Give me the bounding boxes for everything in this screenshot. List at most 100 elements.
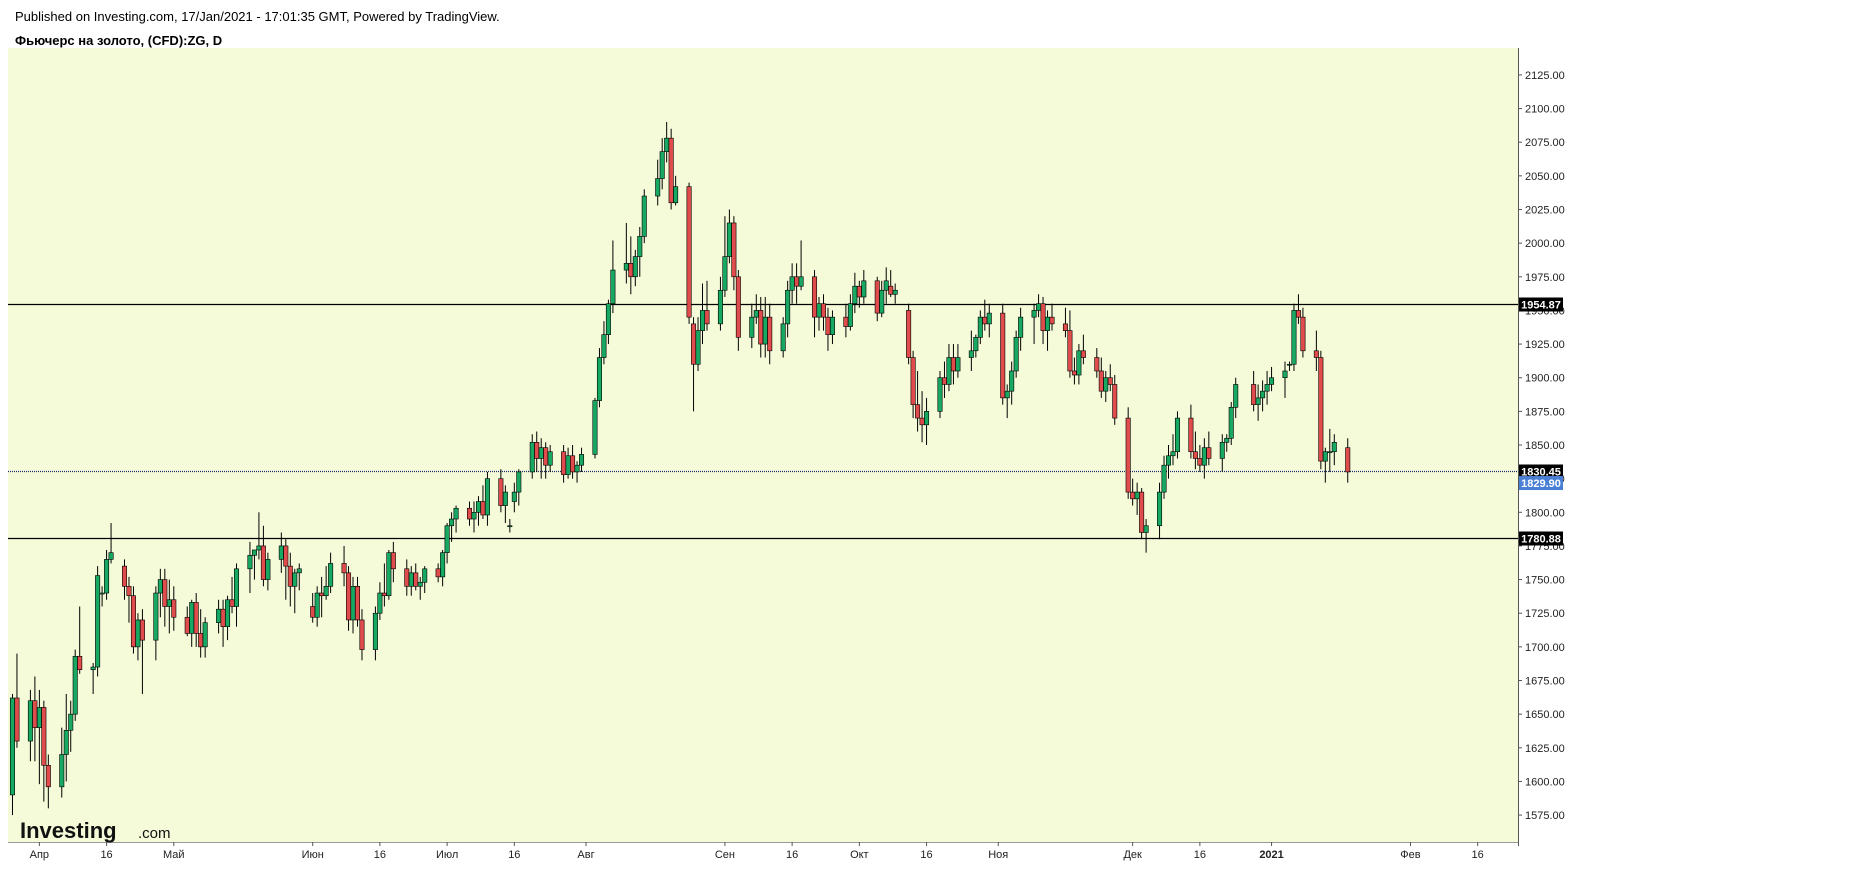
candle-body-up xyxy=(453,507,459,520)
price-level-tag-bg xyxy=(1519,464,1563,479)
candle xyxy=(90,663,96,694)
candle-body-down xyxy=(812,276,818,318)
candle xyxy=(59,727,65,798)
candle xyxy=(314,586,320,627)
candle-body-up xyxy=(417,581,423,587)
candle-body-down xyxy=(41,707,47,766)
candle-body-up xyxy=(1018,316,1024,338)
candle-body-up xyxy=(1322,451,1328,462)
candle-body-down xyxy=(354,586,360,621)
candle-body-up xyxy=(135,619,141,648)
candle-body-up xyxy=(166,599,172,607)
candle xyxy=(767,303,773,365)
candle xyxy=(108,523,114,564)
current-price-tag: 1829.90 xyxy=(1519,476,1563,491)
candle-body-up xyxy=(623,263,629,271)
candle xyxy=(955,344,961,378)
candle-body-down xyxy=(1197,458,1203,466)
candle-body-up xyxy=(789,276,795,291)
candle-body-down xyxy=(1188,417,1194,453)
candle xyxy=(1107,364,1113,392)
time-tick-label: Фев xyxy=(1400,849,1420,861)
candle xyxy=(641,189,647,244)
candle-body-down xyxy=(843,316,849,327)
candle-body-down xyxy=(220,608,226,627)
candle-body-down xyxy=(704,310,710,325)
candle-body-up xyxy=(529,442,535,473)
candle xyxy=(704,280,710,331)
candle-body-up xyxy=(444,525,450,553)
candle xyxy=(717,276,723,331)
candle xyxy=(731,216,737,291)
candle xyxy=(812,270,818,338)
logo-text: Investing xyxy=(20,818,117,843)
candle xyxy=(570,445,576,479)
candle-body-up xyxy=(350,586,356,621)
price-tick-label: 1725.00 xyxy=(1525,608,1565,620)
candle-body-up xyxy=(1143,525,1149,533)
candle-body-up xyxy=(108,552,114,560)
candle-body-down xyxy=(628,263,634,278)
time-axis[interactable]: Апр 16 Май Июн 16 Июл 16 Авг Сен 16 Окт 16 Ноя Дек 16 2… xyxy=(8,842,1518,861)
price-tick-label: 1675.00 xyxy=(1525,676,1565,688)
candle xyxy=(139,609,145,694)
candle-body-up xyxy=(1260,390,1266,399)
candle-body-down xyxy=(820,303,826,318)
candle-body-up xyxy=(153,592,159,641)
candle xyxy=(829,310,835,345)
price-level-tag: 1780.88 xyxy=(1519,531,1563,546)
candle xyxy=(1255,384,1261,421)
time-tick-label: 16 xyxy=(100,849,112,861)
candle-body-up xyxy=(422,568,428,583)
price-axis[interactable]: 1575.00 1600.00 1625.00 1650.00 1675.00 1700.… xyxy=(1518,70,1565,822)
candle xyxy=(632,249,638,287)
candle-body-up xyxy=(1286,363,1292,366)
candle xyxy=(449,512,455,542)
candle-body-up xyxy=(408,572,414,587)
candle-body-up xyxy=(695,330,701,365)
plot-area[interactable] xyxy=(8,48,1518,842)
time-tick-label: Окт xyxy=(850,849,869,861)
candle-body-down xyxy=(534,442,540,459)
candle xyxy=(68,700,74,752)
candle-body-up xyxy=(511,491,517,502)
candle-body-down xyxy=(686,186,692,318)
time-tick-label: 16 xyxy=(1194,849,1206,861)
candle-body-up xyxy=(879,289,885,314)
candle-body-up xyxy=(72,655,78,715)
candle-body-up xyxy=(955,357,961,372)
price-tick-label: 2025.00 xyxy=(1525,204,1565,216)
price-level-tag-text: 1954.87 xyxy=(1521,300,1561,312)
candle-body-up xyxy=(1255,397,1261,405)
candle xyxy=(45,754,51,809)
candle-body-up xyxy=(579,454,585,466)
time-tick-label: 16 xyxy=(374,849,386,861)
price-tick-label: 2075.00 xyxy=(1525,137,1565,149)
time-tick-label: Апр xyxy=(30,849,49,861)
candle-body-up xyxy=(601,334,607,358)
candle-body-up xyxy=(1036,303,1042,311)
candle xyxy=(202,617,208,658)
candle xyxy=(484,471,490,526)
candle-body-down xyxy=(381,592,387,597)
candle-body-up xyxy=(1004,390,1010,399)
investing-logo: Investing .com xyxy=(20,818,171,843)
candle-body-up xyxy=(234,568,240,607)
candle xyxy=(785,280,791,338)
candle-body-up xyxy=(216,608,222,623)
candle-body-up xyxy=(1224,437,1230,443)
price-tick-label: 1650.00 xyxy=(1525,709,1565,721)
candle-body-up xyxy=(386,552,392,597)
candle-body-down xyxy=(310,606,316,618)
candle-body-up xyxy=(700,310,706,331)
candle-body-down xyxy=(888,285,894,295)
candle xyxy=(502,485,508,524)
candle xyxy=(1080,334,1086,365)
candle xyxy=(511,482,517,513)
candle xyxy=(9,693,15,816)
candle-body-down xyxy=(130,595,136,648)
candle-body-down xyxy=(794,276,800,287)
candle-body-up xyxy=(749,316,755,338)
candle-body-down xyxy=(467,507,473,520)
